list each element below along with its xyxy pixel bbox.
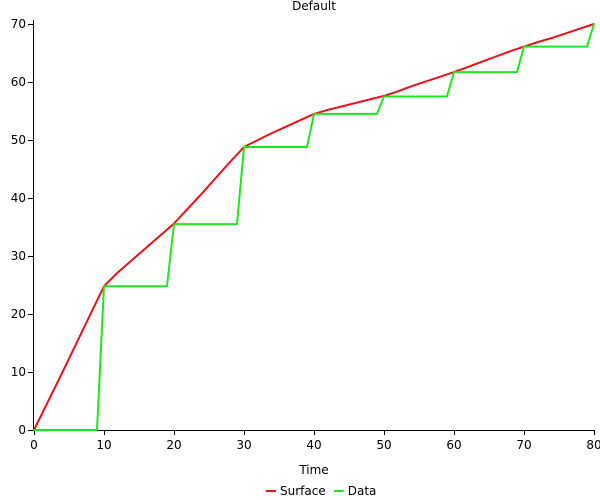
x-tick-label: 70 [516,438,531,452]
series-line-data [33,23,595,431]
series-line-surface [33,23,595,431]
x-axis-label: Time [298,463,328,477]
y-tick-label: 10 [11,365,26,379]
x-tick-label: 0 [30,438,38,452]
x-tick-label: 60 [446,438,461,452]
y-tick-label: 20 [11,307,26,321]
legend-label-data: Data [348,484,377,498]
chart-title: Default [292,0,336,13]
legend: Surface Data [266,484,376,498]
y-tick-label: 70 [11,17,26,31]
x-ticks: 0 10 20 30 40 50 60 70 80 [30,430,600,452]
y-tick-label: 0 [18,423,26,437]
x-tick-label: 80 [586,438,600,452]
legend-label-surface: Surface [280,484,326,498]
x-tick-label: 20 [166,438,181,452]
x-tick-label: 30 [236,438,251,452]
y-tick-label: 30 [11,249,26,263]
x-tick-label: 40 [306,438,321,452]
x-tick-label: 50 [376,438,391,452]
y-ticks: 0 10 20 30 40 50 60 70 [11,17,34,437]
axes [33,20,594,431]
y-tick-label: 60 [11,75,26,89]
series-group [33,23,595,431]
x-tick-label: 10 [96,438,111,452]
y-tick-label: 50 [11,133,26,147]
y-tick-label: 40 [11,191,26,205]
